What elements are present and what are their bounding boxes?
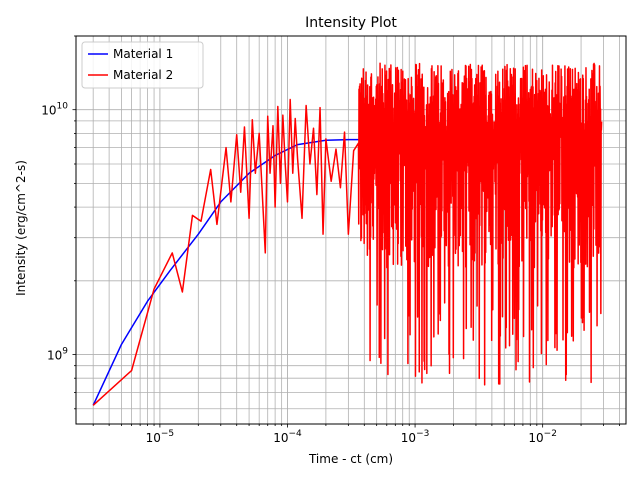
legend-label-material-1: Material 1 xyxy=(113,47,173,61)
series-line-material-2 xyxy=(92,62,603,406)
ticks: 10−5 10−4 10−3 10−2 109 1010 xyxy=(41,35,620,445)
plot-frame xyxy=(75,35,627,425)
legend-label-material-2: Material 2 xyxy=(113,68,173,82)
y-tick-label: 1010 xyxy=(41,102,68,118)
x-tick-label: 10−2 xyxy=(528,429,557,445)
y-axis-label: Intensity (erg/cm^2-s) xyxy=(14,160,28,296)
series-layer xyxy=(92,62,603,406)
x-tick-label: 10−3 xyxy=(401,429,430,445)
chart-title: Intensity Plot xyxy=(305,15,397,31)
legend: Material 1 Material 2 xyxy=(81,41,204,89)
legend-box xyxy=(81,41,204,89)
grid xyxy=(76,35,626,424)
x-axis-label: Time - ct (cm) xyxy=(308,452,393,466)
x-tick-label: 10−5 xyxy=(146,429,175,445)
series-line-material-1 xyxy=(92,138,365,406)
y-tick-label: 109 xyxy=(47,346,68,362)
x-tick-label: 10−4 xyxy=(273,429,302,445)
